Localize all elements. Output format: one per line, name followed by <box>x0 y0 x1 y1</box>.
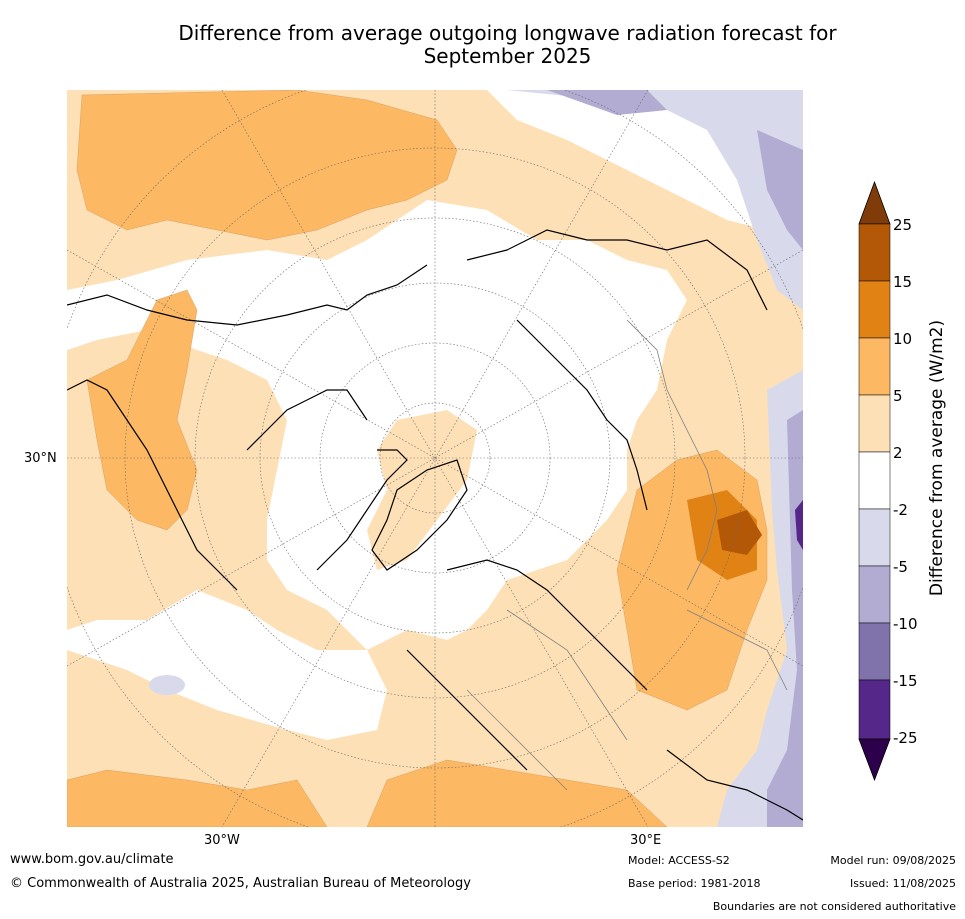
region-neg-east-b <box>767 410 803 827</box>
lon-label-30e: 30°E <box>630 833 662 848</box>
colorbar-bin-2-5 <box>858 394 891 453</box>
footer-copyright: © Commonwealth of Australia 2025, Austra… <box>10 876 471 891</box>
title-line-1: Difference from average outgoing longwav… <box>178 21 837 45</box>
colorbar-bin-m5-m2 <box>858 508 891 567</box>
footer-disclaimer: Boundaries are not considered authoritat… <box>712 900 956 913</box>
colorbar-top-arrow <box>858 180 891 225</box>
colorbar-bin-m10-m5 <box>858 565 891 624</box>
footer-model-run: Model run: 09/08/2025 <box>830 854 956 867</box>
footer-issued: Issued: 11/08/2025 <box>849 877 956 890</box>
footer-model: Model: ACCESS-S2 <box>628 854 730 867</box>
lat-label-30n: 30°N <box>24 451 57 466</box>
region-neg-east-c <box>795 500 803 550</box>
region-subtropical-atlantic <box>67 769 328 827</box>
colorbar-bin-10-15 <box>858 280 891 339</box>
region-neg-atlantic-patch <box>149 675 185 695</box>
footer-base-period: Base period: 1981-2018 <box>628 877 761 890</box>
colorbar-bin-5-10 <box>858 337 891 396</box>
map-title: Difference from average outgoing longwav… <box>100 22 915 68</box>
colorbar-bin-m2-2 <box>858 451 891 510</box>
colorbar-bottom-arrow <box>858 738 891 782</box>
lon-label-30w: 30°W <box>204 833 240 848</box>
colorbar-bin-15-25 <box>858 223 891 282</box>
map-canvas <box>67 90 803 827</box>
region-siberia-peak <box>717 510 762 555</box>
region-north-africa <box>366 759 668 827</box>
coastlines <box>67 229 803 821</box>
colorbar-bin-m25-m15 <box>858 679 891 740</box>
region-western-namerica <box>86 289 198 531</box>
colorbar-tick-label: -2 <box>893 501 908 519</box>
colorbar-tick-label: -10 <box>893 615 918 633</box>
region-neg-east <box>717 370 803 827</box>
anomaly-map <box>67 90 803 827</box>
colorbar-tick-label: 25 <box>893 216 913 234</box>
region-atlantic-neutral <box>67 590 387 740</box>
region-neg-northeast-c <box>757 130 803 250</box>
colorbar-tick-label: 2 <box>893 444 903 462</box>
title-line-2: September 2025 <box>423 44 592 68</box>
colorbar-tick-label: 15 <box>893 273 913 291</box>
region-arctic-neutral <box>67 200 687 650</box>
colorbar-tick-label: -25 <box>893 729 918 747</box>
colorbar-tick-label: -15 <box>893 672 918 690</box>
borders <box>466 319 788 791</box>
colorbar-graphic <box>858 180 891 782</box>
colorbar-tick-label: 10 <box>893 330 913 348</box>
colorbar-tick-label: 5 <box>893 387 903 405</box>
colorbar-bin-m15-m10 <box>858 622 891 681</box>
colorbar-tick-label: -5 <box>893 558 908 576</box>
graticule <box>67 90 803 827</box>
region-neg-northeast <box>507 90 803 310</box>
colorbar-title: Difference from average (W/m2) <box>927 319 947 597</box>
region-north-pacific <box>76 90 458 241</box>
footer-url: www.bom.gov.au/climate <box>10 852 174 867</box>
